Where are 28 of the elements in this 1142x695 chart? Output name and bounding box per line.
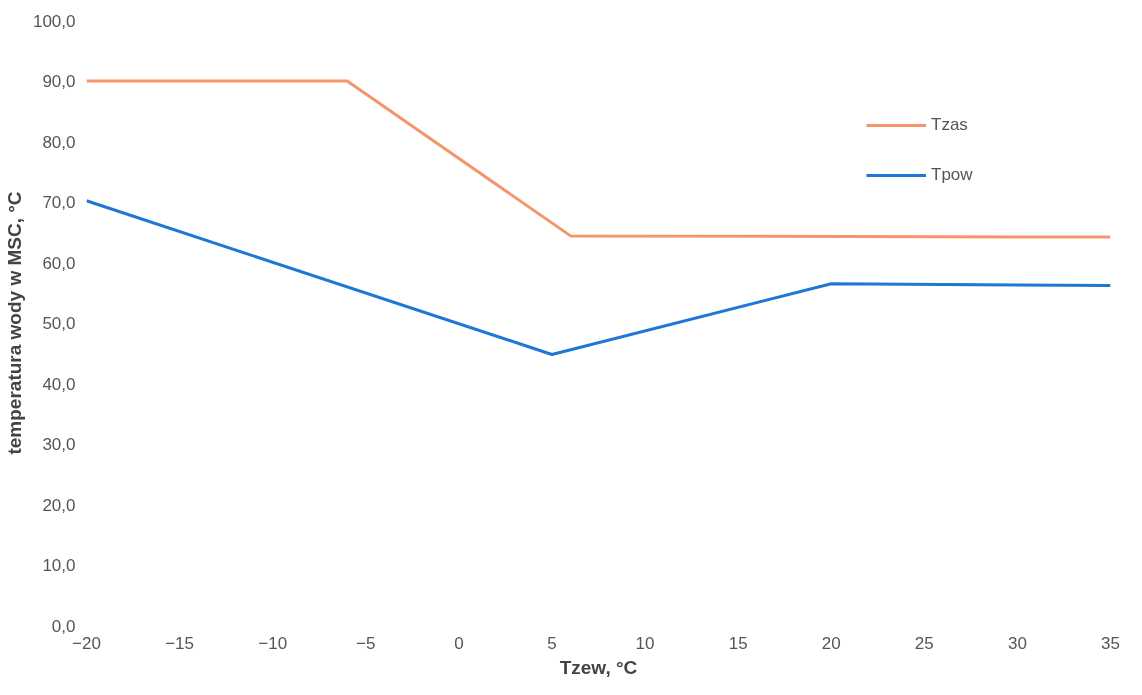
y-tick-label: 100,0 (32, 11, 76, 31)
x-tick-label: −10 (258, 633, 288, 653)
y-axis-title: temperatura wody w MSC, °C (3, 191, 25, 455)
y-tick-label: 30,0 (42, 435, 76, 454)
y-tick-label: 10,0 (42, 556, 76, 575)
x-tick-label: 0 (454, 633, 464, 653)
y-tick-label: 20,0 (42, 495, 76, 515)
y-tick-label: 40,0 (42, 374, 76, 394)
x-tick-label: 25 (914, 633, 934, 653)
x-axis-title: Tzew, °C (559, 656, 638, 678)
y-tick-label: 60,0 (42, 253, 76, 273)
x-tick-label: 20 (821, 633, 841, 653)
y-tick-label: 50,0 (42, 314, 76, 333)
x-tick-label: 10 (635, 633, 655, 653)
x-tick-label: −5 (356, 633, 376, 653)
x-tick-label: 30 (1007, 633, 1027, 653)
x-tick-label: 35 (1101, 633, 1120, 653)
x-tick-label: 5 (547, 633, 557, 653)
x-tick-label: −15 (165, 633, 195, 653)
legend-label: Tpow (931, 165, 973, 185)
x-tick-label: −20 (72, 633, 101, 653)
legend-label: Tzas (931, 115, 968, 135)
y-tick-label: 90,0 (42, 72, 76, 91)
y-tick-label: 0,0 (51, 616, 76, 636)
line-series (86, 199, 1111, 356)
y-tick-label: 80,0 (42, 132, 76, 152)
x-tick-label: 15 (728, 633, 748, 653)
y-tick-label: 70,0 (42, 193, 76, 212)
